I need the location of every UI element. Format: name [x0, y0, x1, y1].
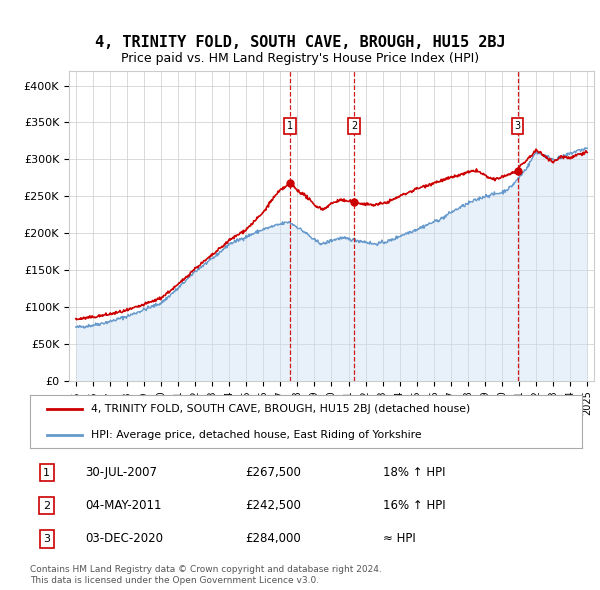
- Text: 1: 1: [43, 468, 50, 478]
- Text: £267,500: £267,500: [245, 466, 301, 480]
- Text: 30-JUL-2007: 30-JUL-2007: [85, 466, 157, 480]
- Text: Price paid vs. HM Land Registry's House Price Index (HPI): Price paid vs. HM Land Registry's House …: [121, 52, 479, 65]
- Text: 03-DEC-2020: 03-DEC-2020: [85, 532, 163, 546]
- Text: 4, TRINITY FOLD, SOUTH CAVE, BROUGH, HU15 2BJ: 4, TRINITY FOLD, SOUTH CAVE, BROUGH, HU1…: [95, 35, 505, 50]
- Text: 4, TRINITY FOLD, SOUTH CAVE, BROUGH, HU15 2BJ (detached house): 4, TRINITY FOLD, SOUTH CAVE, BROUGH, HU1…: [91, 404, 470, 414]
- Text: 3: 3: [43, 534, 50, 544]
- Text: 18% ↑ HPI: 18% ↑ HPI: [383, 466, 446, 480]
- Text: HPI: Average price, detached house, East Riding of Yorkshire: HPI: Average price, detached house, East…: [91, 430, 421, 440]
- Text: 2: 2: [351, 121, 358, 131]
- Text: 2: 2: [43, 501, 50, 511]
- Text: 1: 1: [287, 121, 293, 131]
- Text: 3: 3: [515, 121, 521, 131]
- Text: 16% ↑ HPI: 16% ↑ HPI: [383, 499, 446, 513]
- Text: £284,000: £284,000: [245, 532, 301, 546]
- Text: 04-MAY-2011: 04-MAY-2011: [85, 499, 162, 513]
- Text: Contains HM Land Registry data © Crown copyright and database right 2024.
This d: Contains HM Land Registry data © Crown c…: [30, 565, 382, 585]
- Text: £242,500: £242,500: [245, 499, 301, 513]
- Text: ≈ HPI: ≈ HPI: [383, 532, 416, 546]
